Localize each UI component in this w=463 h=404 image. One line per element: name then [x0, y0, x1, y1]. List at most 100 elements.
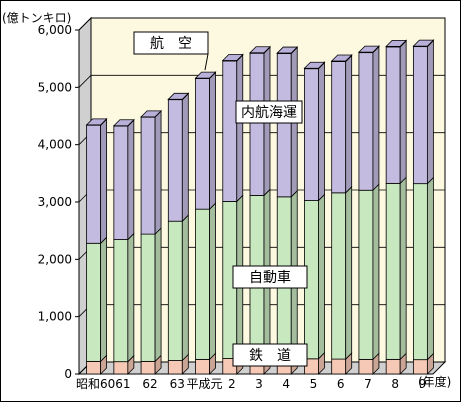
- bar-front: [358, 52, 374, 191]
- x-tick-label: 8: [391, 377, 399, 391]
- bar-front: [385, 46, 401, 184]
- x-axis-unit-label: (年度): [418, 374, 451, 389]
- bar-top: [249, 46, 271, 54]
- bar-front: [86, 124, 102, 244]
- bar-side: [154, 110, 162, 236]
- bar-front: [249, 52, 265, 196]
- bar-front: [86, 242, 102, 362]
- bar-front: [331, 358, 347, 375]
- series-label-rail-text: 鉄 道: [249, 348, 291, 364]
- x-tick-label: 61: [115, 377, 130, 391]
- bar-front: [167, 99, 183, 222]
- bar-front: [113, 125, 129, 240]
- bar-top: [276, 46, 299, 54]
- bar-side: [236, 53, 244, 203]
- bar-side: [154, 227, 162, 363]
- bar-top: [303, 61, 326, 69]
- bar-front: [331, 192, 347, 360]
- bar-front: [167, 360, 183, 375]
- y-tick-label: 3,000: [38, 195, 72, 209]
- bar-side: [100, 236, 108, 363]
- series-label-coastal: 内航海運: [235, 100, 303, 124]
- bar-front: [358, 189, 374, 360]
- bar-front: [140, 116, 156, 235]
- gridline-diag: [78, 17, 92, 31]
- bar-front: [113, 361, 129, 375]
- gridline-diag: [78, 75, 92, 88]
- bar-side: [181, 92, 189, 223]
- series-label-truck: 自動車: [232, 265, 308, 289]
- bar-front: [113, 239, 129, 363]
- y-tick-label: 2,000: [38, 252, 72, 266]
- x-tick-label: 2: [228, 377, 236, 391]
- bar-front: [385, 182, 401, 360]
- y-tick-labels: 0 1,000 2,000 3,000 4,000 5,000 6,000: [38, 23, 72, 381]
- bar-top: [194, 71, 217, 79]
- bar-side: [318, 61, 325, 202]
- bar-side: [345, 54, 353, 194]
- y-tick-label: 5,000: [38, 80, 72, 94]
- bar-top: [412, 39, 435, 47]
- series-label-rail: 鉄 道: [232, 343, 308, 367]
- bar-front: [140, 233, 156, 362]
- bar-top: [330, 54, 353, 62]
- x-tick-label: 5: [310, 377, 318, 391]
- bar-front: [222, 60, 238, 202]
- y-tick-label: 6,000: [38, 23, 72, 37]
- bar-top: [112, 119, 135, 127]
- x-tick-label: 3: [255, 377, 263, 391]
- bar-top: [85, 118, 108, 126]
- bar-side: [426, 176, 434, 361]
- bar-top: [167, 92, 190, 100]
- bar-front: [195, 208, 210, 360]
- bar-front: [140, 360, 156, 375]
- x-tick-label: 6: [337, 377, 345, 391]
- x-tick-label: 63: [170, 377, 185, 391]
- bar-side: [127, 119, 135, 241]
- y-tick-label: 0: [64, 367, 72, 381]
- bar-front: [304, 68, 319, 201]
- series-label-truck-text: 自動車: [249, 269, 291, 286]
- bar-side: [181, 214, 189, 362]
- bar-side: [399, 39, 407, 185]
- bar-side: [372, 45, 380, 192]
- air-label-leader: [204, 53, 209, 71]
- y-axis-unit-label: (億トンキロ): [2, 11, 71, 25]
- bar-front: [385, 358, 401, 375]
- bar-side: [372, 183, 380, 361]
- bar-side: [345, 185, 353, 361]
- bar-front: [195, 78, 210, 210]
- bar-front: [276, 53, 292, 198]
- x-tick-label: 4: [282, 377, 290, 391]
- bar-side: [127, 232, 135, 363]
- bar-front: [195, 358, 210, 375]
- bar-side: [426, 39, 434, 185]
- series-label-air: 航 空: [133, 31, 209, 55]
- bar-front: [86, 360, 102, 375]
- series-label-air-text: 航 空: [150, 36, 192, 52]
- x-tick-label: 9: [419, 377, 427, 391]
- series-label-coastal-text: 内航海運: [241, 105, 297, 121]
- y-tick-label: 4,000: [38, 138, 72, 152]
- bar-top: [385, 39, 408, 47]
- bar-side: [209, 71, 216, 211]
- bar-front: [167, 220, 183, 361]
- bar-side: [318, 193, 325, 360]
- x-tick-label: 62: [142, 377, 157, 391]
- x-tick-label: 平成元: [187, 377, 223, 391]
- bar-front: [412, 359, 428, 375]
- bar-front: [412, 46, 428, 185]
- x-tick-labels: 昭和60 61 62 63 平成元 2 3 4 5 6 7 8 9: [76, 377, 426, 391]
- bar-top: [140, 110, 163, 118]
- x-tick-label: 7: [364, 377, 372, 391]
- bar-front: [412, 183, 428, 361]
- bar-side: [209, 202, 216, 361]
- bar-front: [331, 61, 347, 194]
- bar-front: [358, 358, 374, 375]
- bars-group: [85, 39, 435, 375]
- bar-side: [100, 118, 108, 245]
- bar-top: [357, 45, 380, 53]
- y-tick-label: 1,000: [38, 310, 72, 324]
